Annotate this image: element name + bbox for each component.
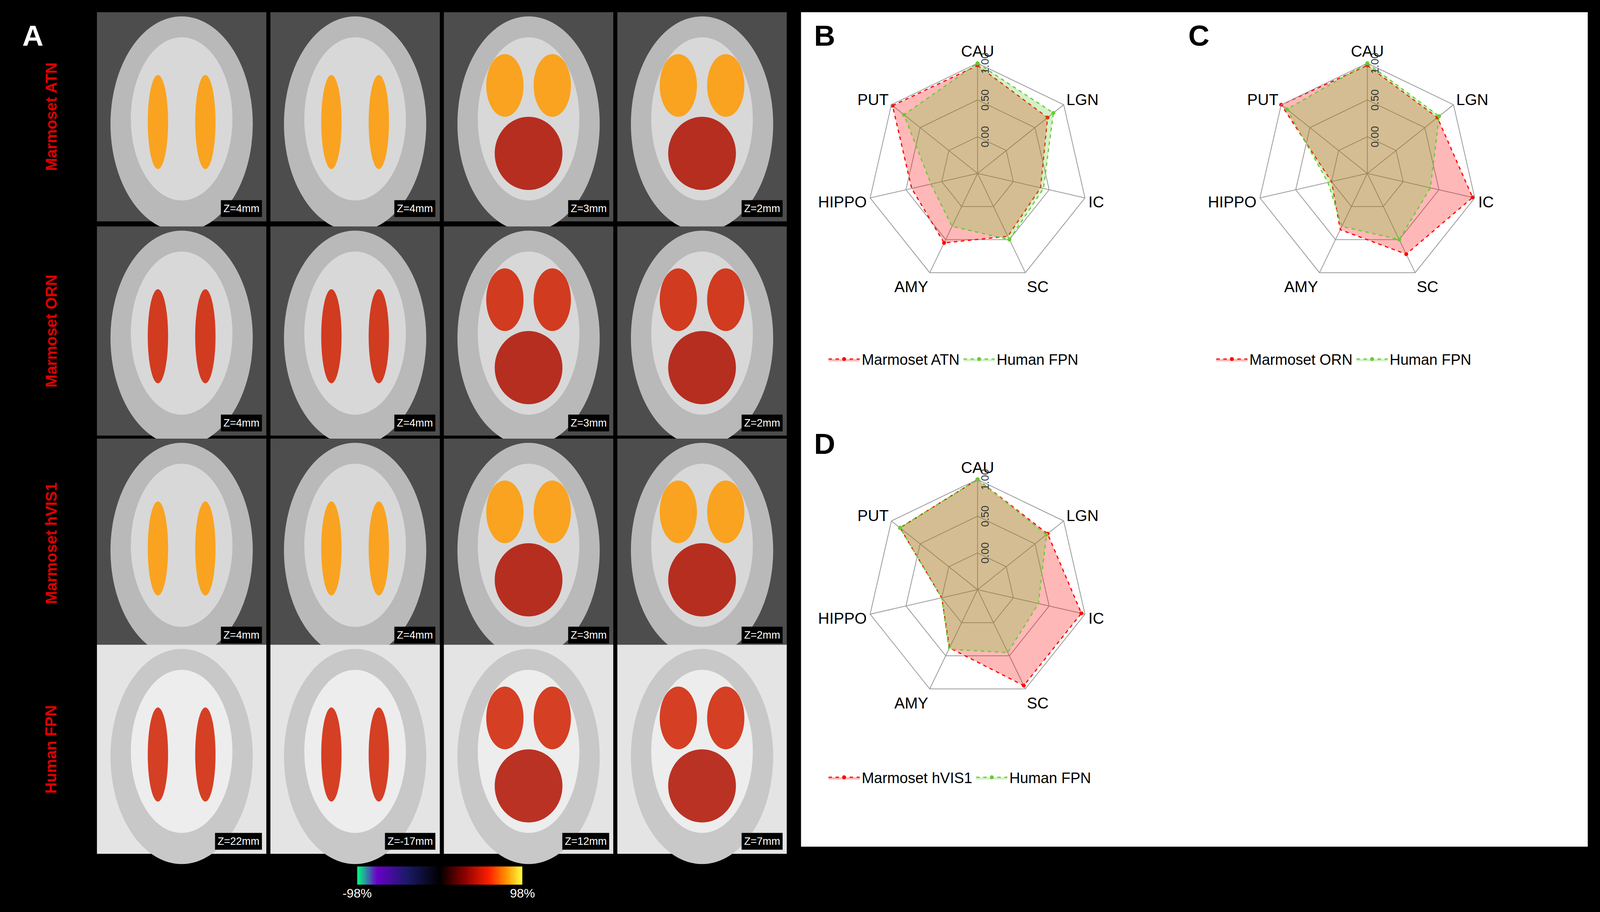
svg-text:98%: 98% xyxy=(509,886,535,901)
svg-text:0.00: 0.00 xyxy=(978,126,992,148)
svg-text:PUT: PUT xyxy=(857,90,889,108)
svg-text:Z=4mm: Z=4mm xyxy=(396,417,433,429)
svg-text:A: A xyxy=(22,19,44,52)
svg-text:1.00: 1.00 xyxy=(978,52,992,75)
svg-text:Human FPN: Human FPN xyxy=(1009,769,1092,787)
svg-text:Z=4mm: Z=4mm xyxy=(396,629,433,642)
svg-text:1.00: 1.00 xyxy=(978,468,992,491)
svg-text:IC: IC xyxy=(1478,193,1494,211)
svg-text:0.50: 0.50 xyxy=(978,505,992,527)
svg-text:0.00: 0.00 xyxy=(1368,126,1381,148)
svg-text:Z=22mm: Z=22mm xyxy=(217,835,260,848)
svg-text:Z=3mm: Z=3mm xyxy=(570,629,607,642)
svg-text:AMY: AMY xyxy=(894,694,929,712)
svg-text:CAU: CAU xyxy=(960,42,994,60)
svg-text:CAU: CAU xyxy=(1350,42,1384,60)
svg-text:IC: IC xyxy=(1088,609,1104,627)
svg-text:PUT: PUT xyxy=(857,507,889,525)
svg-text:Z=2mm: Z=2mm xyxy=(744,629,781,642)
svg-text:Z=4mm: Z=4mm xyxy=(223,202,260,215)
svg-text:Human FPN: Human FPN xyxy=(1389,351,1472,368)
svg-text:HIPPO: HIPPO xyxy=(817,609,867,627)
svg-text:Z=2mm: Z=2mm xyxy=(744,417,781,429)
svg-text:Marmoset hVIS1: Marmoset hVIS1 xyxy=(861,769,973,787)
svg-text:CAU: CAU xyxy=(960,458,994,477)
svg-text:Marmoset ATN: Marmoset ATN xyxy=(42,62,60,172)
svg-text:0.50: 0.50 xyxy=(1368,89,1381,111)
svg-text:-98%: -98% xyxy=(342,886,372,901)
svg-text:0.50: 0.50 xyxy=(978,89,992,111)
svg-text:SC: SC xyxy=(1416,278,1439,296)
svg-text:Z=3mm: Z=3mm xyxy=(570,417,607,429)
svg-text:LGN: LGN xyxy=(1456,90,1489,108)
svg-text:Z=3mm: Z=3mm xyxy=(570,202,607,215)
svg-text:D: D xyxy=(814,427,836,461)
svg-text:Z=7mm: Z=7mm xyxy=(744,835,781,848)
svg-text:Z=4mm: Z=4mm xyxy=(396,202,433,215)
svg-text:Marmoset ORN: Marmoset ORN xyxy=(42,274,60,388)
svg-text:SC: SC xyxy=(1026,694,1049,712)
svg-text:HIPPO: HIPPO xyxy=(1207,193,1257,211)
svg-text:SC: SC xyxy=(1026,278,1049,296)
svg-text:1.00: 1.00 xyxy=(1368,52,1381,75)
svg-text:Marmoset ATN: Marmoset ATN xyxy=(861,351,960,368)
svg-text:B: B xyxy=(814,19,836,52)
svg-text:AMY: AMY xyxy=(1283,278,1318,296)
svg-text:HIPPO: HIPPO xyxy=(817,193,867,211)
svg-text:PUT: PUT xyxy=(1247,90,1279,108)
svg-text:AMY: AMY xyxy=(894,278,929,296)
svg-text:IC: IC xyxy=(1088,193,1104,211)
svg-text:Marmoset ORN: Marmoset ORN xyxy=(1249,351,1353,368)
svg-text:Human FPN: Human FPN xyxy=(996,351,1079,368)
svg-text:Z=4mm: Z=4mm xyxy=(223,629,260,642)
svg-text:LGN: LGN xyxy=(1066,507,1099,525)
svg-text:Human FPN: Human FPN xyxy=(42,705,60,794)
svg-text:C: C xyxy=(1188,19,1210,52)
svg-text:LGN: LGN xyxy=(1066,90,1099,108)
svg-text:Z=2mm: Z=2mm xyxy=(744,202,781,215)
svg-text:Z=4mm: Z=4mm xyxy=(223,417,260,429)
svg-text:Z=-17mm: Z=-17mm xyxy=(387,835,433,848)
svg-text:0.00: 0.00 xyxy=(978,542,992,564)
svg-text:Marmoset hVIS1: Marmoset hVIS1 xyxy=(42,482,60,604)
svg-text:Z=12mm: Z=12mm xyxy=(564,835,607,848)
